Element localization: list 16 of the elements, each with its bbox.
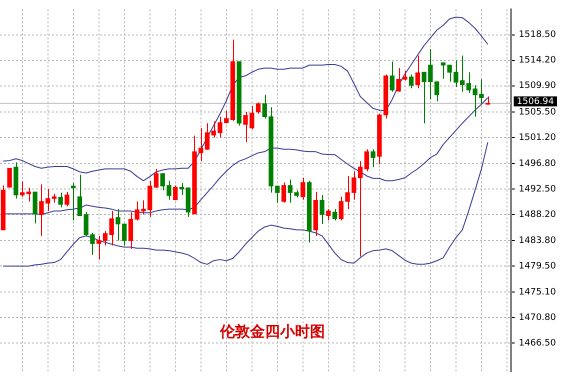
y-tick-label: 1470.80 <box>518 313 556 323</box>
y-tick-label: 1496.80 <box>518 158 556 169</box>
y-tick-label: 1518.50 <box>518 30 556 40</box>
ref-line-label: 1506.94 <box>516 96 554 107</box>
y-tick-label: 1505.50 <box>518 107 556 118</box>
y-tick-label: 1475.10 <box>518 288 556 298</box>
candlestick <box>7 168 12 188</box>
y-tick-label: 1501.20 <box>518 132 556 143</box>
y-tick-label: 1479.50 <box>518 261 556 272</box>
y-tick-label: 1509.90 <box>518 81 556 92</box>
y-tick-label: 1488.20 <box>518 210 556 220</box>
y-tick-label: 1483.80 <box>518 236 556 246</box>
y-tick-label: 1514.20 <box>518 56 556 66</box>
annotation: 伦敦金四小时图 <box>218 322 325 340</box>
y-tick-label: 1492.50 <box>518 184 556 194</box>
y-tick-label: 1466.50 <box>518 338 556 348</box>
